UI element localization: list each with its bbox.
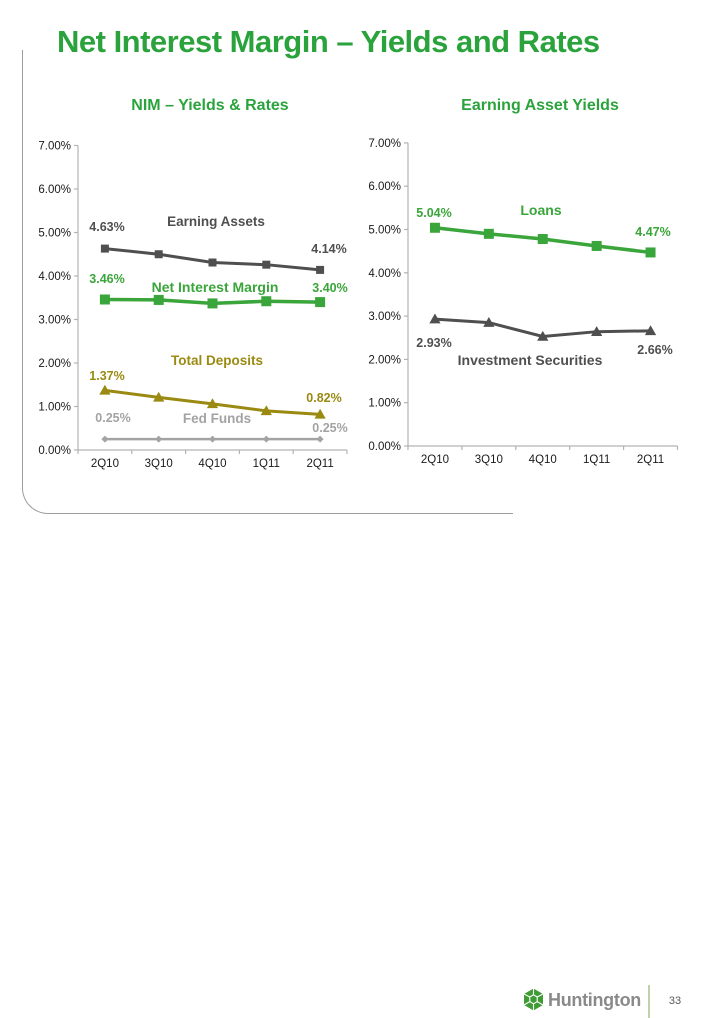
svg-text:3.46%: 3.46% xyxy=(89,272,124,286)
svg-text:2.00%: 2.00% xyxy=(38,358,71,370)
svg-text:7.00%: 7.00% xyxy=(38,141,71,153)
slide-footer: Huntington 33 xyxy=(0,488,720,1018)
svg-text:1.37%: 1.37% xyxy=(89,369,124,383)
svg-text:4.00%: 4.00% xyxy=(38,271,71,283)
svg-text:7.00%: 7.00% xyxy=(368,138,401,150)
right-chart-title: Earning Asset Yields xyxy=(461,97,619,114)
svg-text:3.00%: 3.00% xyxy=(38,315,71,327)
left-chart-title: NIM – Yields & Rates xyxy=(131,97,289,114)
svg-text:4Q10: 4Q10 xyxy=(198,458,226,470)
svg-text:5.04%: 5.04% xyxy=(416,206,451,220)
earning-asset-yields-chart: 0.00% 1.00% 2.00% 3.00% 4.00% 5.00% 6.00% 7.00%… xyxy=(368,138,679,466)
svg-text:0.00%: 0.00% xyxy=(368,441,401,453)
svg-text:3Q10: 3Q10 xyxy=(145,458,173,470)
svg-text:Investment Securities: Investment Securities xyxy=(458,352,603,368)
svg-text:1.00%: 1.00% xyxy=(38,402,71,414)
svg-text:1.00%: 1.00% xyxy=(368,398,401,410)
svg-text:4.63%: 4.63% xyxy=(89,220,124,234)
svg-text:Net Interest Margin: Net Interest Margin xyxy=(152,279,279,295)
svg-text:0.25%: 0.25% xyxy=(95,411,130,425)
svg-text:1Q11: 1Q11 xyxy=(253,458,280,470)
svg-text:4.14%: 4.14% xyxy=(311,242,346,256)
svg-text:0.82%: 0.82% xyxy=(306,391,341,405)
svg-text:2Q11: 2Q11 xyxy=(306,458,333,470)
svg-text:2Q10: 2Q10 xyxy=(421,454,449,466)
svg-text:2Q10: 2Q10 xyxy=(91,458,119,470)
svg-text:Total Deposits: Total Deposits xyxy=(171,353,263,368)
svg-text:4Q10: 4Q10 xyxy=(529,454,557,466)
huntington-logo-icon xyxy=(523,988,544,1011)
svg-text:2.93%: 2.93% xyxy=(416,336,451,350)
svg-text:2Q11: 2Q11 xyxy=(637,454,664,466)
svg-text:6.00%: 6.00% xyxy=(368,181,401,193)
svg-text:1Q11: 1Q11 xyxy=(583,454,610,466)
nim-yields-rates-chart: 0.00% 1.00% 2.00% 3.00% 4.00% 5.00% 6.00% 7.00%… xyxy=(38,141,347,471)
svg-text:6.00%: 6.00% xyxy=(38,184,71,196)
page-title: Net Interest Margin – Yields and Rates xyxy=(57,24,600,59)
svg-text:2.00%: 2.00% xyxy=(368,354,401,366)
svg-text:4.47%: 4.47% xyxy=(635,225,670,239)
presentation-slide: Net Interest Margin – Yields and Rates N… xyxy=(0,24,720,1018)
svg-text:2.66%: 2.66% xyxy=(637,343,672,357)
svg-text:3.00%: 3.00% xyxy=(368,311,401,323)
svg-text:5.00%: 5.00% xyxy=(368,225,401,237)
footer-divider xyxy=(648,985,650,1018)
svg-text:Fed Funds: Fed Funds xyxy=(183,411,251,426)
svg-text:4.00%: 4.00% xyxy=(368,268,401,280)
huntington-wordmark: Huntington xyxy=(548,990,641,1010)
svg-text:5.00%: 5.00% xyxy=(38,228,71,240)
svg-text:3.40%: 3.40% xyxy=(312,281,347,295)
page-number: 33 xyxy=(668,995,682,1007)
svg-text:0.00%: 0.00% xyxy=(38,445,71,457)
svg-text:Loans: Loans xyxy=(520,202,561,218)
svg-text:0.25%: 0.25% xyxy=(312,421,347,435)
svg-text:3Q10: 3Q10 xyxy=(475,454,503,466)
svg-text:Earning Assets: Earning Assets xyxy=(167,214,265,229)
